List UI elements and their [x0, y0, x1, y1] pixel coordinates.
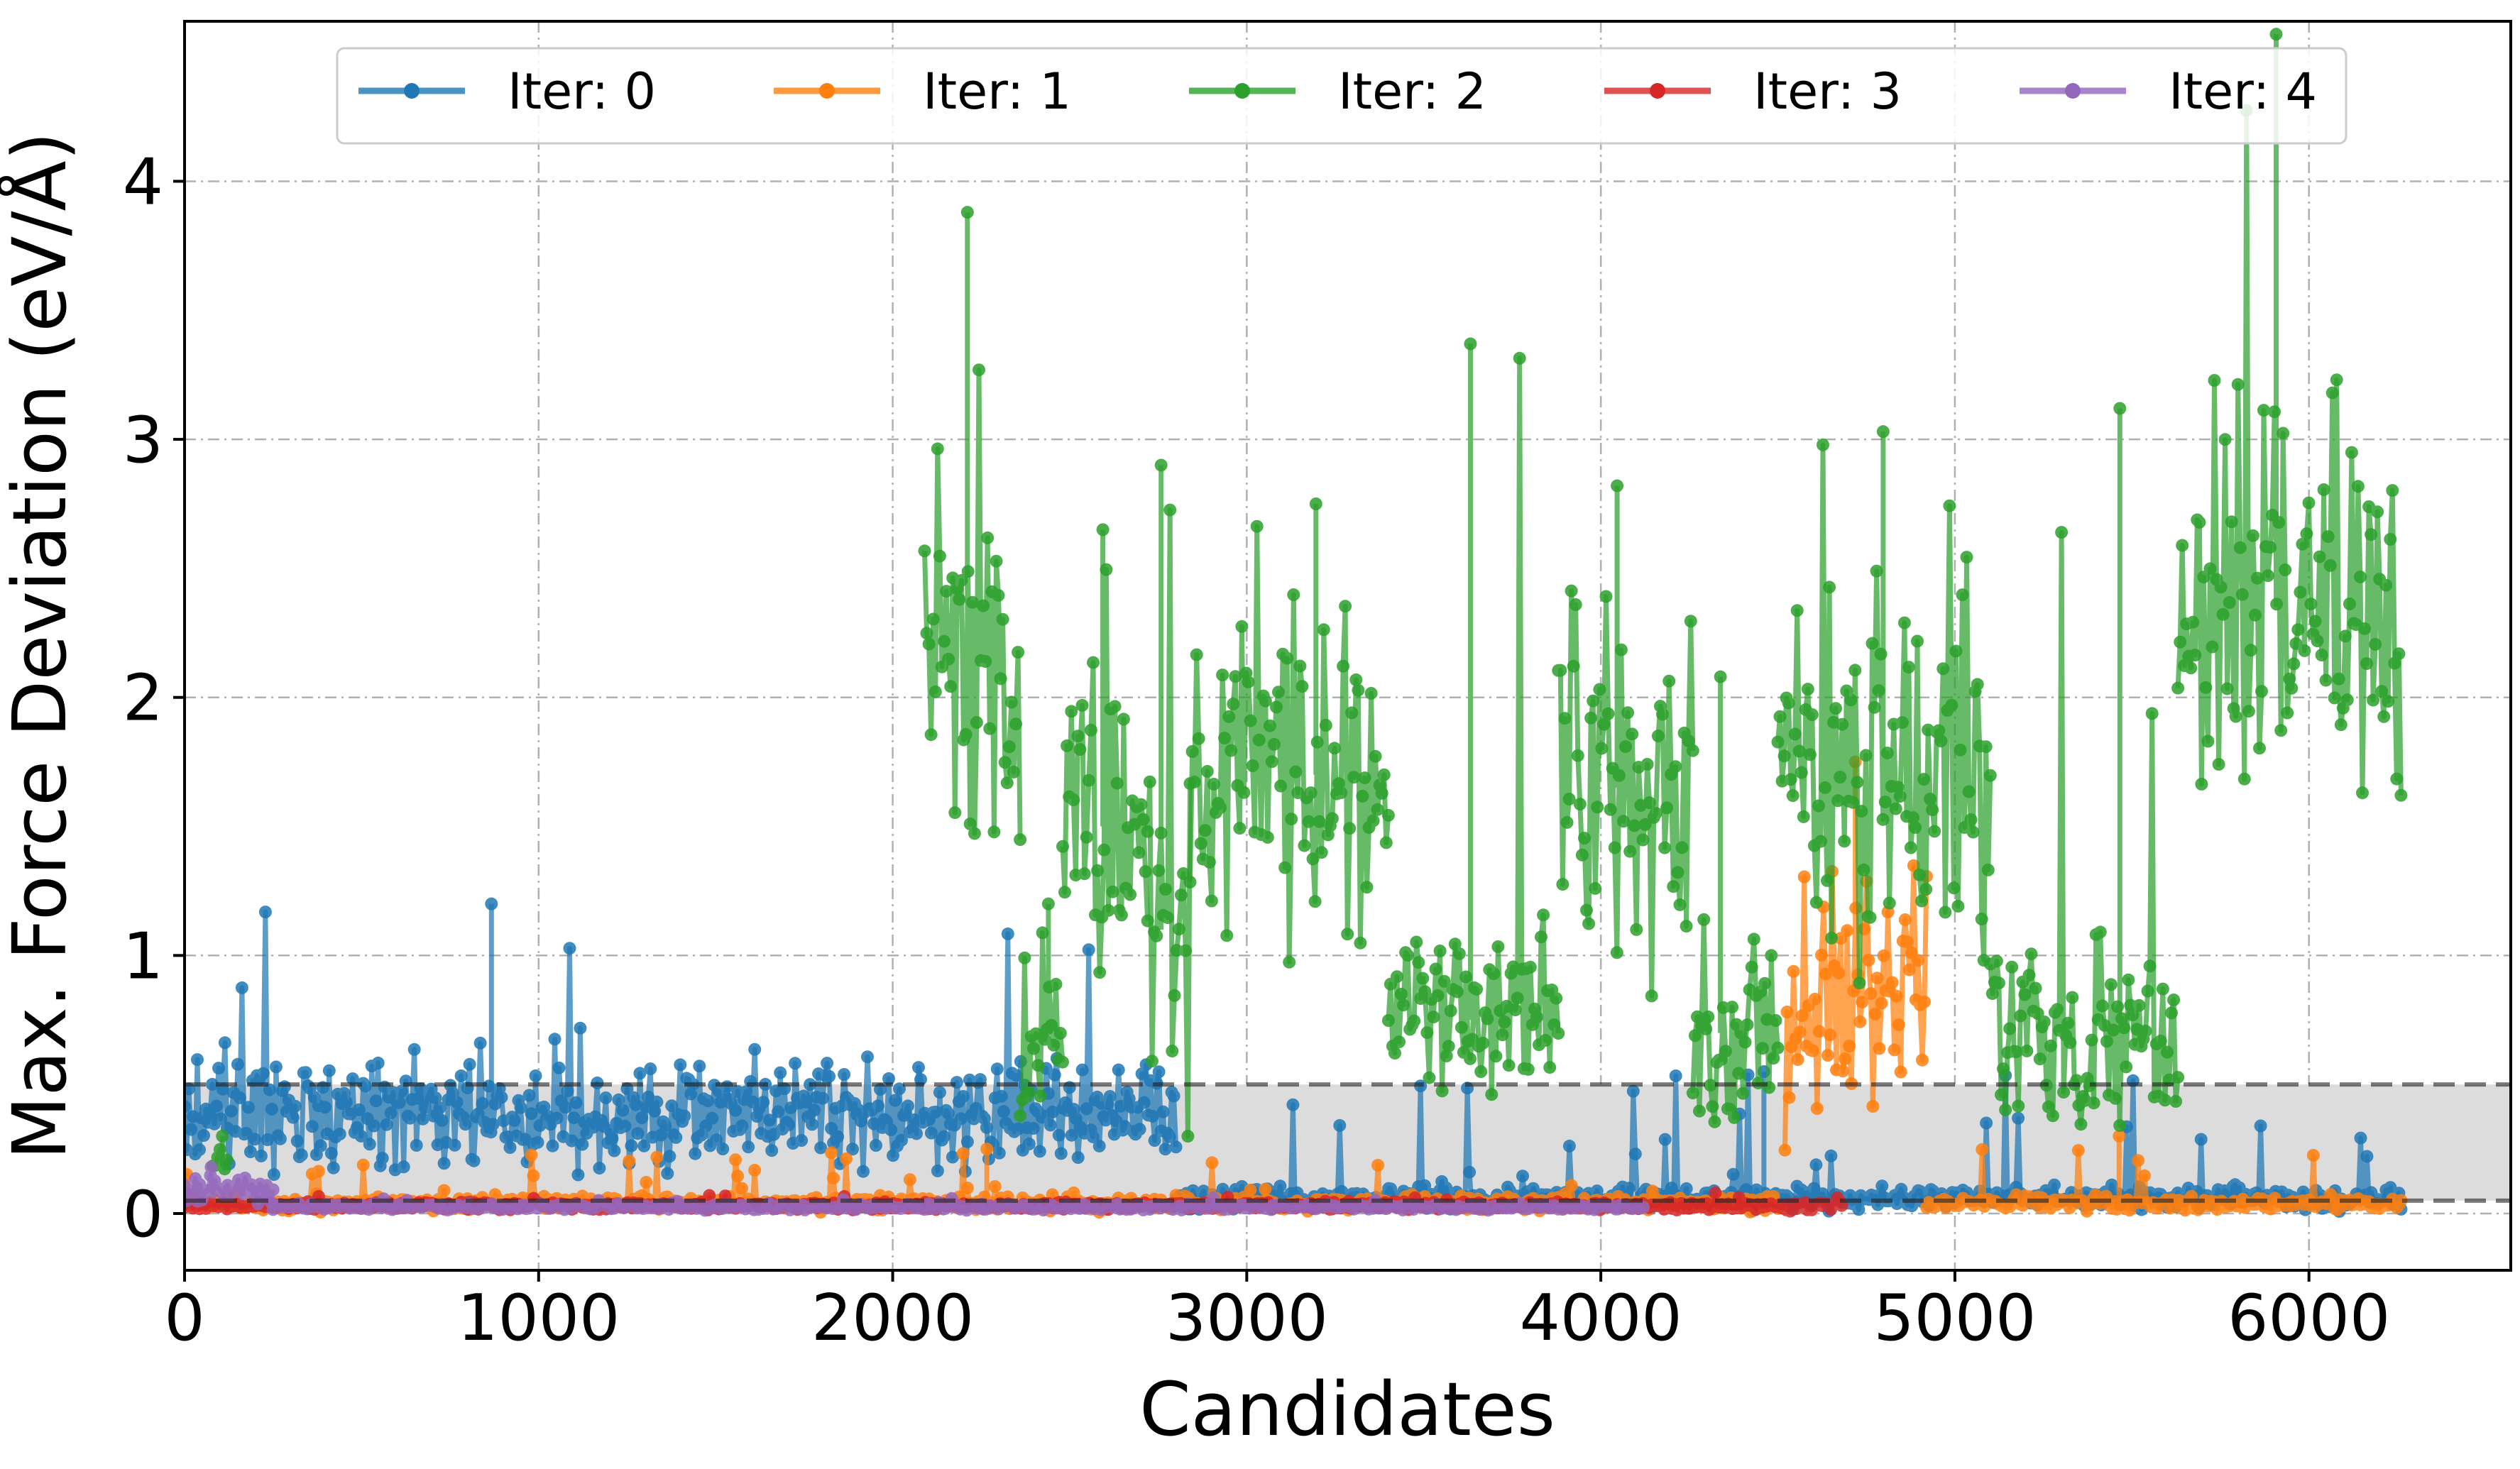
y-tick-label: 3	[123, 403, 163, 478]
legend-swatch-marker	[819, 83, 835, 99]
series-markers	[1630, 1186, 1848, 1218]
legend-frame	[336, 47, 2348, 145]
legend-swatch-marker	[1234, 83, 1250, 99]
series-markers	[185, 897, 1183, 1182]
legend-swatch-marker	[404, 83, 420, 99]
series-4	[185, 1160, 1650, 1217]
series-markers	[1983, 402, 2185, 1132]
plot-frame	[183, 20, 2512, 1272]
y-tick-label: 4	[123, 145, 163, 219]
series-line	[1775, 431, 1993, 986]
series-markers	[1014, 897, 1069, 1123]
legend: Iter: 0 Iter: 1 Iter: 2 Iter: 3 Iter: 4	[336, 47, 2348, 145]
legend-label: Iter: 4	[2169, 62, 2317, 121]
y-tick-label: 1	[123, 919, 163, 994]
y-axis: 0 1 2 3 4	[123, 145, 185, 1252]
legend-item: Iter: 2	[1189, 62, 1486, 121]
series-markers	[1552, 479, 1699, 1003]
series-markers	[1183, 497, 1395, 969]
series-markers	[185, 1160, 280, 1211]
y-axis-label: Max. Force Deviation (eV/Å)	[0, 132, 83, 1160]
legend-label: Iter: 0	[508, 62, 656, 121]
x-tick-label: 6000	[2228, 1281, 2390, 1355]
x-tick-label: 5000	[1873, 1281, 2036, 1355]
series-layer	[185, 28, 2408, 1219]
x-tick-label: 3000	[1166, 1281, 1328, 1355]
legend-label: Iter: 3	[1753, 62, 1902, 121]
x-tick-label: 1000	[457, 1281, 620, 1355]
legend-swatch-marker	[2065, 83, 2081, 99]
series-markers	[266, 1192, 1650, 1217]
series-markers	[1686, 670, 1785, 1128]
x-tick-label: 2000	[811, 1281, 974, 1355]
legend-swatch-marker	[1650, 83, 1665, 99]
series-markers	[1056, 523, 1154, 979]
legend-item: Iter: 3	[1604, 62, 1902, 121]
x-tick-label: 0	[164, 1281, 204, 1355]
series-markers	[918, 206, 1027, 847]
x-axis: 0 1000 2000 3000 4000 5000 6000	[164, 1270, 2390, 1355]
legend-label: Iter: 2	[1338, 62, 1486, 121]
legend-item: Iter: 4	[2020, 62, 2317, 121]
x-axis-label: Candidates	[1139, 1366, 1555, 1453]
y-tick-label: 0	[123, 1177, 163, 1252]
series-markers	[2171, 28, 2408, 802]
legend-label: Iter: 1	[923, 62, 1071, 121]
x-tick-label: 4000	[1520, 1281, 1682, 1355]
y-tick-label: 2	[123, 661, 163, 736]
series-markers	[1920, 1129, 2408, 1218]
legend-item: Iter: 1	[774, 62, 1071, 121]
series-markers	[1771, 425, 1997, 990]
series-2	[206, 28, 2408, 1176]
threshold-lines	[185, 1082, 2511, 1203]
legend-item: Iter: 0	[358, 62, 656, 121]
